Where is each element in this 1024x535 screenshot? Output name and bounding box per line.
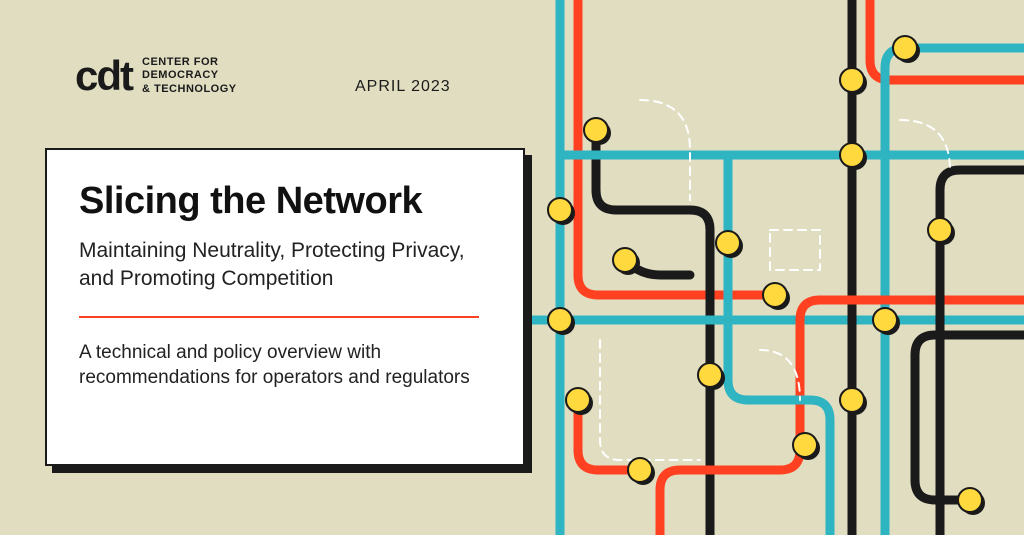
report-cover: cdt CENTER FOR DEMOCRACY & TECHNOLOGY AP…: [0, 0, 1024, 535]
publication-date: APRIL 2023: [355, 78, 451, 96]
title-card: Slicing the Network Maintaining Neutrali…: [45, 148, 525, 466]
logo-mark: cdt: [75, 55, 132, 97]
divider-rule: [79, 316, 479, 318]
report-title: Slicing the Network: [79, 180, 491, 223]
report-subtitle: Maintaining Neutrality, Protecting Priva…: [79, 237, 491, 294]
logo-org-name: CENTER FOR DEMOCRACY & TECHNOLOGY: [142, 56, 237, 96]
org-logo: cdt CENTER FOR DEMOCRACY & TECHNOLOGY: [75, 55, 237, 97]
report-description: A technical and policy overview with rec…: [79, 340, 491, 391]
